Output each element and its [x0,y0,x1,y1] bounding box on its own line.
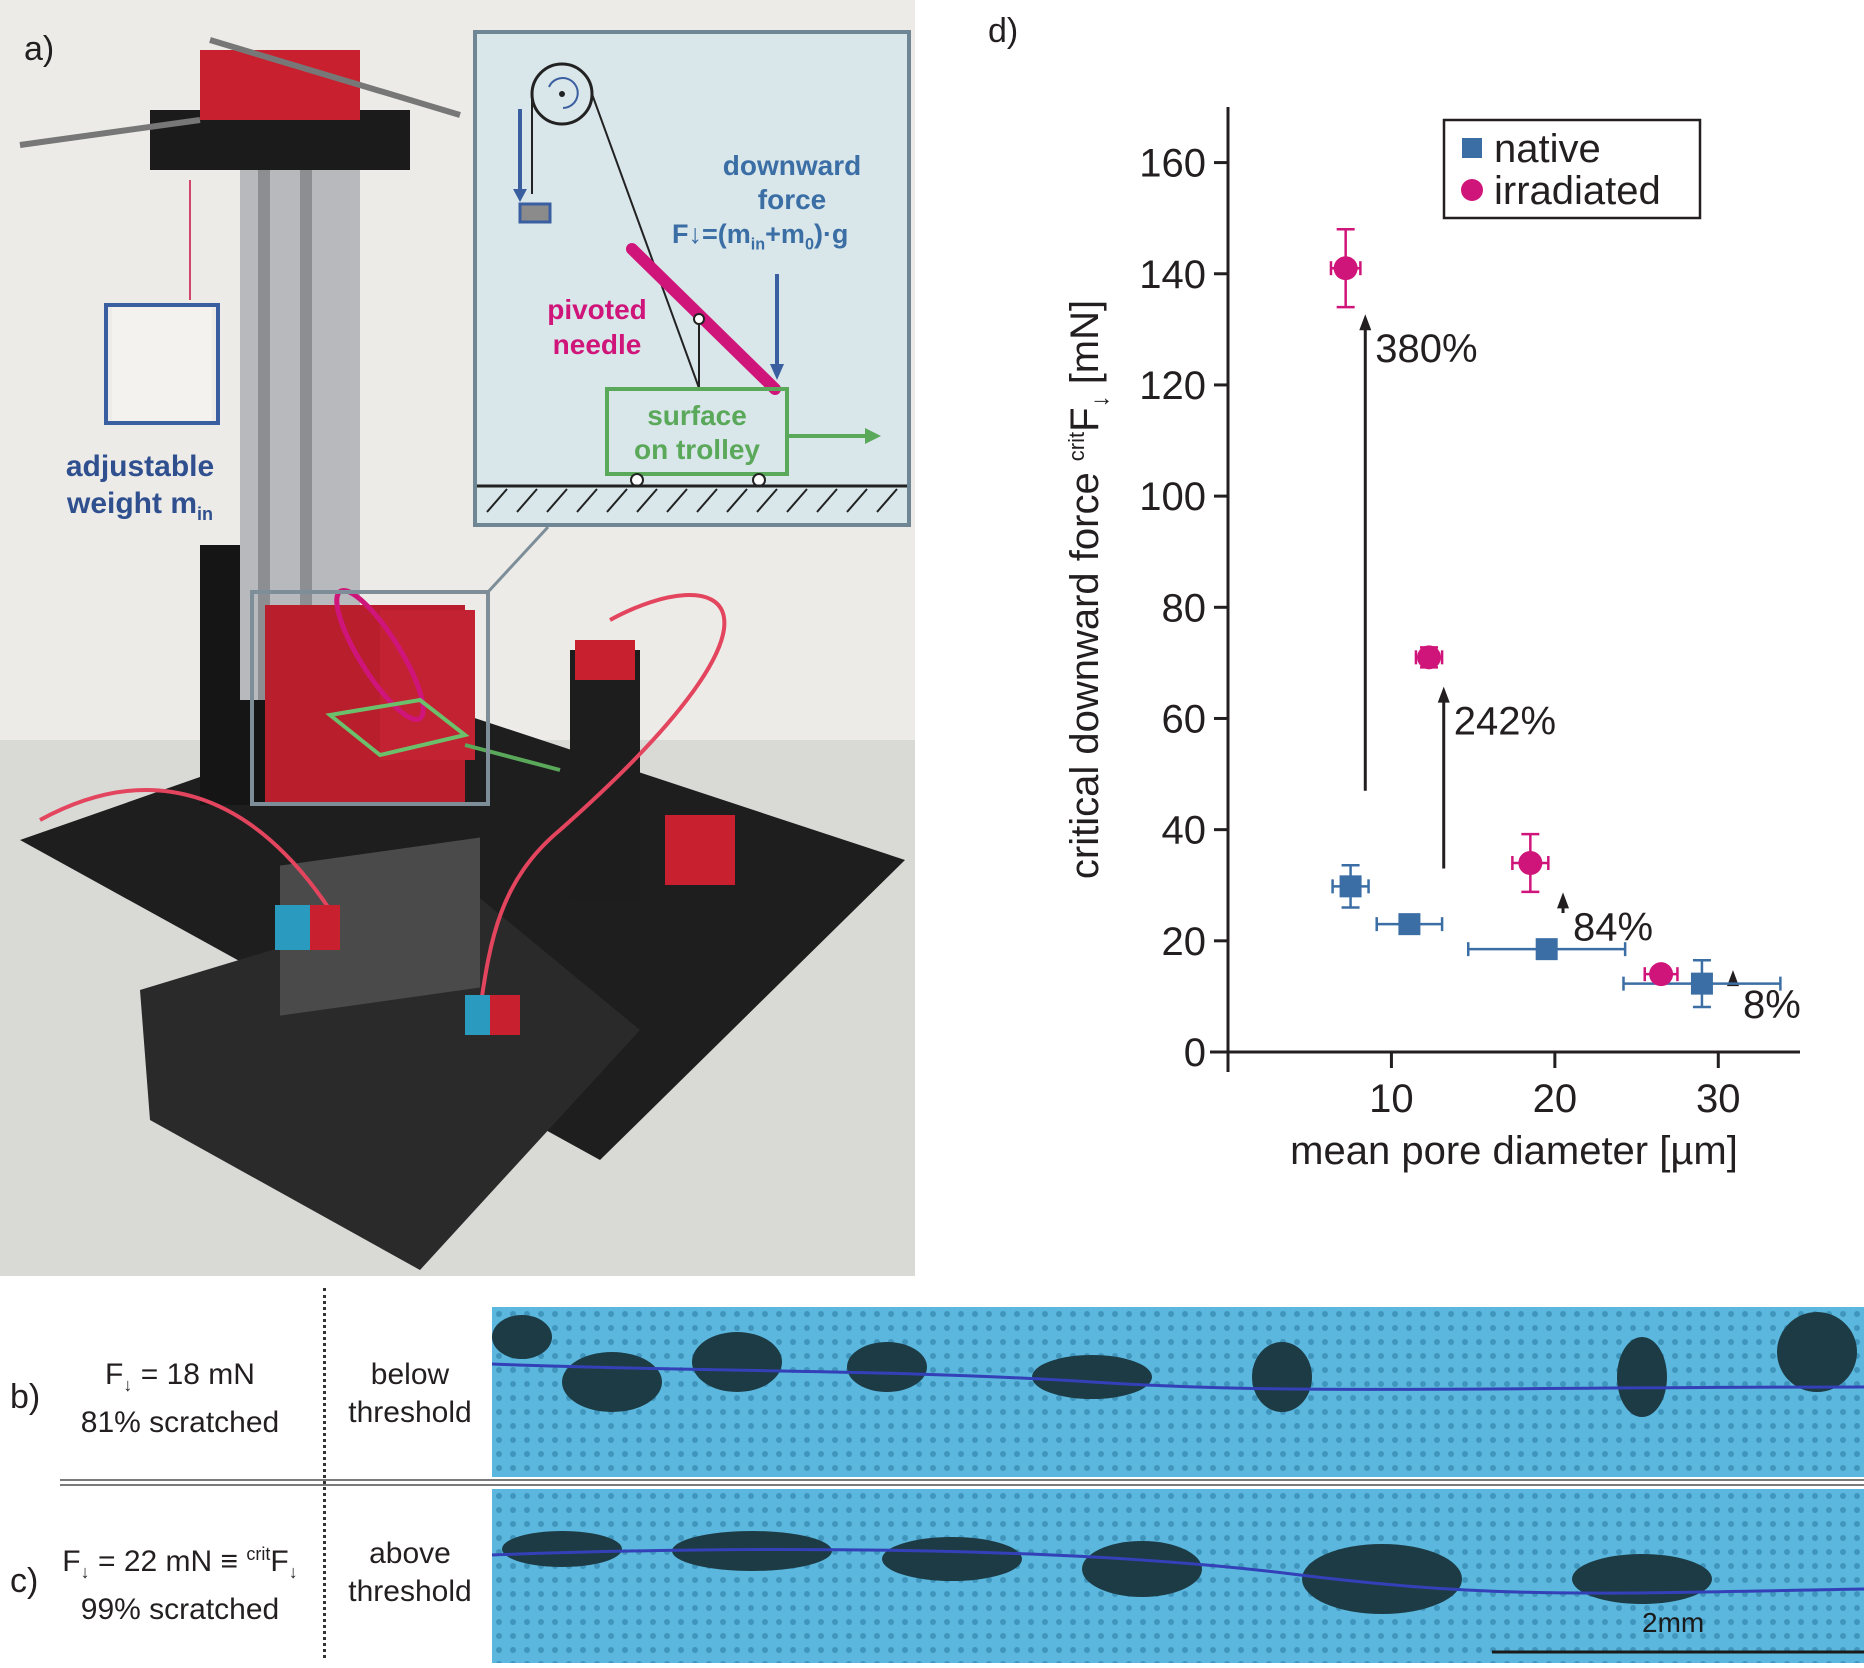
y-tick-label: 140 [1139,253,1206,297]
weight-label: adjustable weight min [40,448,240,533]
data-point-irradiated [1417,645,1442,670]
data-point-irradiated [1518,851,1543,875]
y-tick-label: 120 [1139,364,1206,408]
legend-box [1442,118,1702,220]
needle-label-line1: pivoted [547,294,647,325]
panel-b-scratched: 81% scratched [80,1406,280,1439]
column-divider [323,1288,326,1658]
annotation-label: 242% [1454,700,1556,744]
needle-label-line2: needle [552,329,642,360]
annotation-arrow-head [1437,686,1450,703]
panel-b-force-var: F [105,1358,124,1391]
panel-c-force-sub: ↓ [80,1562,90,1582]
annotation-label: 380% [1375,327,1477,371]
panel-c-force-sup: crit [246,1544,271,1564]
micrograph-below-threshold [491,1307,1864,1477]
separator-line-top [60,1479,1864,1481]
panel-c-threshold: above threshold [330,1535,490,1611]
weight-label-line2: weight m [66,487,197,520]
y-tick-label: 80 [1162,586,1207,630]
data-point-irradiated [1333,256,1358,281]
surface-label-line1: surface [647,400,747,431]
panel-d-label: d) [988,12,1019,50]
force-formula-sub-in: in [750,235,766,254]
panel-c-label: c) [10,1562,39,1600]
y-tick-label: 100 [1139,475,1206,519]
force-formula-end: )·g [813,219,849,249]
panel-b-force: F↓ = 18 mN 81% scratched [70,1356,290,1442]
surface-label-line2: on trolley [633,434,760,465]
annotation-label: 8% [1743,983,1801,1027]
y-tick-label: 40 [1162,809,1207,853]
y-axis-label-part: [mN] [1063,300,1107,396]
panel-a-label: a) [24,30,55,68]
force-formula-start: F↓=(m [672,219,751,249]
surface-label: surface on trolley [607,399,787,467]
inset-drawing [477,62,907,513]
x-tick-label: 30 [1696,1077,1741,1121]
y-axis-label-part: critical downward force [1063,461,1107,879]
micrograph-b-drawing [491,1307,1864,1477]
annotation-arrow-head [1557,892,1570,909]
force-formula-sub-0: 0 [804,235,814,254]
y-axis-label: critical downward force critF↓ [mN] [1063,300,1114,879]
y-axis-label-part: F [1063,407,1107,431]
weight-label-line1: adjustable [65,450,215,483]
panel-c-threshold-line1: above [369,1537,451,1570]
separator-line-bottom [60,1484,1864,1486]
data-point-native [1398,913,1421,936]
panel-c-force-value: = 22 mN ≡ [89,1545,247,1578]
panel-c-scratched: 99% scratched [80,1593,280,1626]
micrograph-c-drawing [491,1489,1864,1663]
data-point-native [1690,972,1713,995]
force-label-line2: force [757,184,827,215]
legend-label-native: native [1494,127,1601,171]
panel-b-force-value: = 18 mN [132,1358,255,1391]
panel-c-threshold-line2: threshold [348,1575,472,1608]
weight-label-sub: in [197,504,213,524]
legend-marker-native [1462,138,1482,158]
panel-c-force: F↓ = 22 mN ≡ critF↓ 99% scratched [50,1535,310,1629]
force-formula: F↓=(min+m0)·g [672,219,848,254]
setup-photo: downward force F↓=(min+m0)·g pivoted nee… [0,0,915,1276]
y-tick-label: 0 [1184,1031,1206,1075]
y-tick-label: 20 [1162,920,1207,964]
legend-label-irradiated: irradiated [1494,169,1661,213]
panel-b-threshold: below threshold [330,1356,490,1432]
y-tick-label: 60 [1162,697,1207,741]
legend-marker-irradiated [1461,179,1483,201]
annotation-arrow-head [1359,314,1372,331]
needle-label: pivoted needle [532,292,662,362]
scatter-chart: 0 20 40 60 80 100 120 140 160 10 20 30 mean pore dia… [1063,107,1801,1173]
data-point-irradiated [1649,962,1674,987]
data-point-native [1339,875,1362,898]
scale-bar-label: 2mm [1642,1607,1705,1638]
inset-schematic: downward force F↓=(min+m0)·g pivoted nee… [473,30,911,527]
micrograph-above-threshold: 2mm [491,1489,1864,1663]
panel-c-force-var: F [62,1545,81,1578]
y-axis-label-part: crit [1064,432,1089,461]
y-axis-label-part: ↓ [1087,395,1114,407]
panel-b-label: b) [10,1378,41,1416]
force-formula-mid: +m [765,219,805,249]
force-label: downward force [682,149,902,217]
panel-b-threshold-line2: threshold [348,1396,472,1429]
panel-b-threshold-line1: below [370,1358,450,1391]
annotation-label: 84% [1573,905,1653,949]
y-tick-label: 160 [1139,142,1206,186]
x-tick-label: 20 [1533,1077,1578,1121]
panel-c-force-sub2: ↓ [288,1562,298,1582]
x-tick-label: 10 [1369,1077,1414,1121]
panel-c-force-var2: F [270,1545,289,1578]
x-axis-label: mean pore diameter [µm] [1290,1129,1738,1173]
force-label-line1: downward [722,150,862,181]
data-point-native [1535,938,1558,961]
annotation-arrow-head [1726,970,1739,987]
panel-b-force-sub: ↓ [123,1375,133,1395]
